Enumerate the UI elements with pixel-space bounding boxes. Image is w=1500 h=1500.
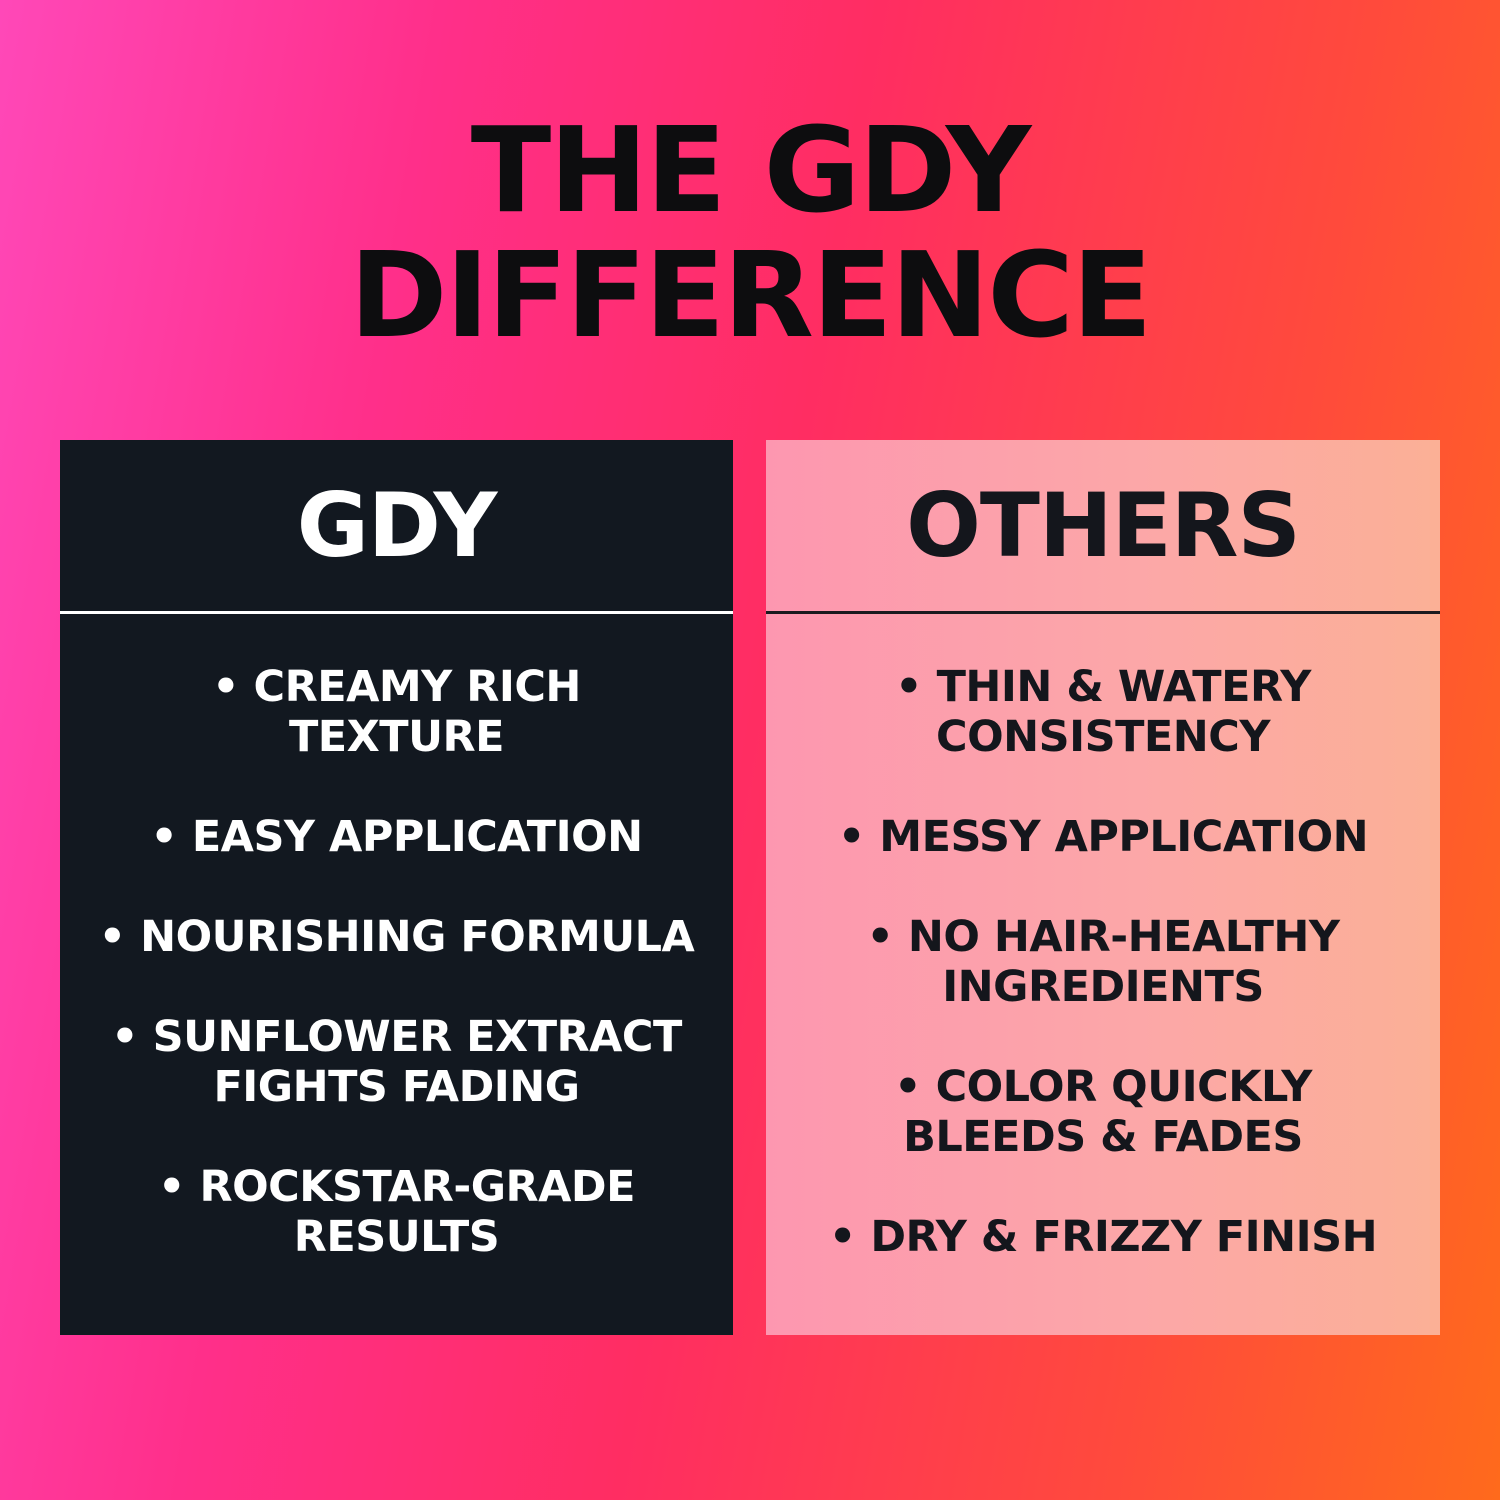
title-line-1: THE GDY [470,101,1032,239]
others-header: OTHERS [766,440,1440,614]
gdy-item: • SUNFLOWER EXTRACT FIGHTS FADING [111,1012,682,1112]
gdy-item: • NOURISHING FORMULA [98,912,695,962]
gdy-list: • CREAMY RICH TEXTURE • EASY APPLICATION… [60,614,733,1262]
others-item: • COLOR QUICKLY BLEEDS & FADES [894,1062,1312,1162]
others-panel: OTHERS • THIN & WATERY CONSISTENCY • MES… [766,440,1440,1335]
gdy-item: • EASY APPLICATION [150,812,643,862]
others-list: • THIN & WATERY CONSISTENCY • MESSY APPL… [766,614,1440,1262]
others-item: • DRY & FRIZZY FINISH [828,1212,1378,1262]
others-item: • MESSY APPLICATION [837,812,1369,862]
gdy-item: • CREAMY RICH TEXTURE [212,662,581,762]
gdy-panel: GDY • CREAMY RICH TEXTURE • EASY APPLICA… [60,440,733,1335]
gdy-header: GDY [60,440,733,614]
title-line-2: DIFFERENCE [349,226,1152,364]
others-item: • NO HAIR-HEALTHY INGREDIENTS [866,912,1340,1012]
others-item: • THIN & WATERY CONSISTENCY [895,662,1311,762]
gdy-item: • ROCKSTAR-GRADE RESULTS [158,1162,635,1262]
